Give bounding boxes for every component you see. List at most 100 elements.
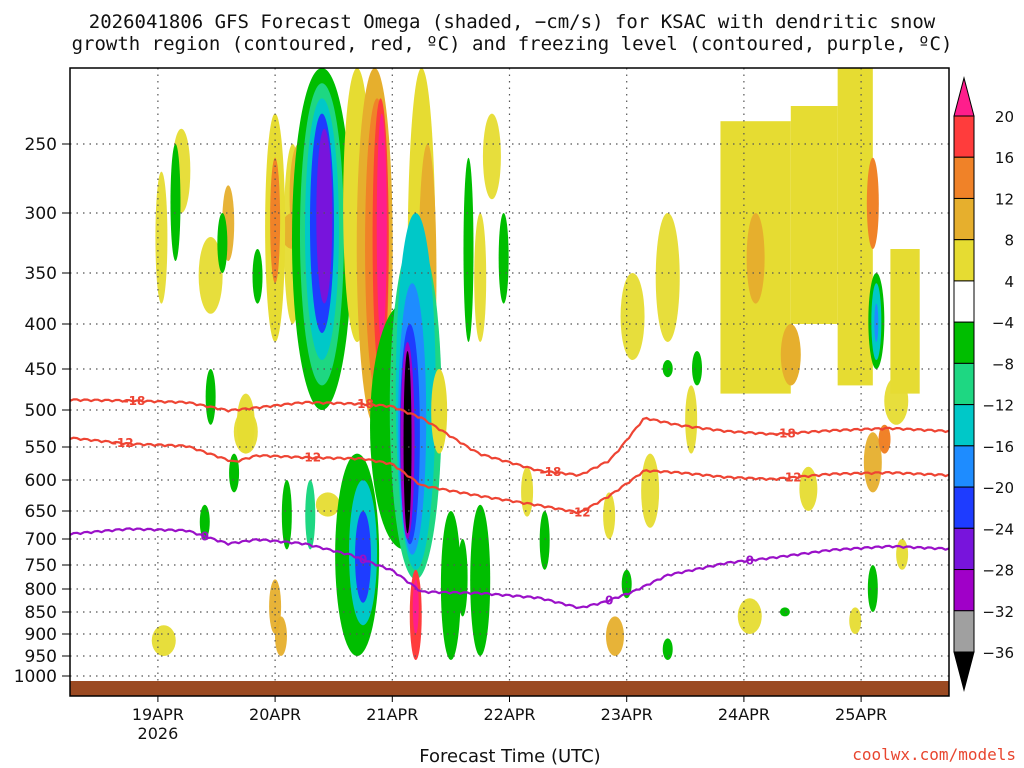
shade-speckle [521, 466, 534, 517]
shade-speckle [474, 213, 487, 342]
colorbar-level-label: −36 [982, 644, 1014, 662]
colorbar-band [953, 115, 975, 158]
shade-downward-motion [376, 113, 387, 342]
y-tick-label: 800 [25, 580, 57, 600]
shade-speckle [849, 607, 862, 634]
colorbar-level-label: −12 [982, 397, 1014, 415]
x-tick-label: 20APR [249, 705, 301, 724]
contour-line-snow_-18 [70, 398, 949, 477]
colorbar-band [953, 404, 975, 447]
shade-speckle [482, 113, 501, 200]
ground-surface [70, 681, 949, 696]
shade-orange-patch [866, 157, 879, 249]
colorbar-level-label: −28 [982, 562, 1014, 580]
shade-orange-patch [780, 324, 801, 386]
contour-label-snow_-18: -18 [774, 426, 796, 440]
y-tick-label: 250 [25, 135, 57, 155]
y-tick-label: 600 [25, 471, 57, 491]
shade-speckle [867, 565, 878, 612]
colorbar-level-label: −32 [982, 603, 1014, 621]
x-tick-label: 22APR [483, 705, 535, 724]
colorbar-band [953, 486, 975, 529]
shade-speckle [662, 638, 673, 660]
contour-label-freezing_0: 0 [201, 529, 209, 543]
shade-speckle [605, 616, 624, 656]
colorbar-level-label: 16 [995, 149, 1014, 167]
colorbar-band [953, 445, 975, 488]
grid-layer [70, 68, 949, 696]
shade-downward-motion [412, 579, 419, 634]
shade-speckle [269, 579, 282, 634]
shade-speckle [799, 466, 818, 511]
shade-speckle [205, 369, 216, 425]
chart-title-line-1: 2026041806 GFS Forecast Omega (shaded, −… [88, 11, 936, 33]
colorbar-bottom-arrow [953, 651, 975, 692]
y-tick-label: 400 [25, 315, 57, 335]
x-tick-label: 21APR [366, 705, 418, 724]
omega-shading-layer [151, 68, 920, 661]
contour-label-snow_-12: -12 [112, 436, 134, 450]
colorbar-level-label: −8 [992, 355, 1014, 373]
contour-label-freezing_0: 0 [605, 593, 613, 607]
colorbar-band [953, 197, 975, 241]
shade-speckle [229, 453, 240, 493]
shade-speckle [692, 351, 703, 386]
colorbar-band [953, 321, 975, 364]
colorbar-level-label: −4 [992, 314, 1014, 332]
contour-label-freezing_0: 0 [746, 553, 754, 567]
y-tick-label: 550 [25, 438, 57, 458]
colorbar-level-label: 8 [1004, 232, 1014, 250]
shade-downward-motion [431, 369, 448, 454]
contour-line-freezing_0 [70, 527, 949, 610]
shade-speckle [463, 157, 474, 342]
colorbar-level-label: −20 [982, 479, 1014, 497]
y-tick-label: 300 [25, 204, 57, 224]
y-tick-label: 450 [25, 360, 57, 380]
shade-speckle [252, 248, 263, 304]
shade-speckle [641, 453, 660, 528]
shade-yellow-region [890, 249, 920, 394]
colorbar-band [953, 610, 975, 653]
shade-upward-motion-core [316, 128, 333, 304]
y-tick-label: 750 [25, 556, 57, 576]
y-tick-label: 1000 [14, 667, 57, 687]
chart-title-line-2: growth region (contoured, red, ºC) and f… [71, 33, 953, 55]
colorbar-level-label: −16 [982, 438, 1014, 456]
shade-speckle [737, 598, 762, 634]
shade-speckle [620, 273, 645, 360]
y-tick-label: 700 [25, 530, 57, 550]
shade-speckle [151, 625, 176, 656]
shade-speckle [170, 144, 181, 261]
x-tick-label: 25APR [835, 705, 887, 724]
colorbar-top-arrow [953, 76, 975, 117]
colorbar-band [953, 362, 975, 406]
contour-label-freezing_0: 0 [359, 553, 367, 567]
colorbar: 20 16 12 8 4 −4 −8 −12 −16 −20 −24 −28 −32 −36 [953, 76, 1014, 692]
y-tick-label: 900 [25, 625, 57, 645]
shade-upward-motion-core [403, 351, 412, 534]
shade-upward-motion-core [440, 511, 461, 660]
y-tick-label: 950 [25, 647, 57, 667]
x-tick-label: 23APR [601, 705, 653, 724]
credit-text: coolwx.com/models [852, 745, 1016, 764]
contour-line-snow_-12 [70, 436, 949, 515]
shade-upward-motion-core [470, 504, 491, 656]
colorbar-level-label: 12 [995, 190, 1014, 208]
shade-speckle [655, 213, 680, 342]
shade-speckle [199, 504, 210, 539]
shade-speckle [685, 385, 698, 454]
ground-layer [70, 681, 949, 696]
contour-label-snow_-12: -12 [569, 506, 591, 520]
shade-speckle [621, 569, 632, 599]
y-tick-label: 850 [25, 603, 57, 623]
colorbar-band [953, 527, 975, 571]
y-tick-label: 500 [25, 401, 57, 421]
contour-label-snow_-12: -12 [299, 451, 321, 465]
colorbar-level-label: 20 [995, 108, 1014, 126]
x-axis-label: Forecast Time (UTC) [419, 746, 601, 767]
shade-speckle [198, 237, 223, 314]
contour-label-snow_-12: -12 [780, 471, 802, 485]
contour-label-snow_-18: -18 [540, 465, 562, 479]
contour-label-snow_-18: -18 [124, 394, 146, 408]
